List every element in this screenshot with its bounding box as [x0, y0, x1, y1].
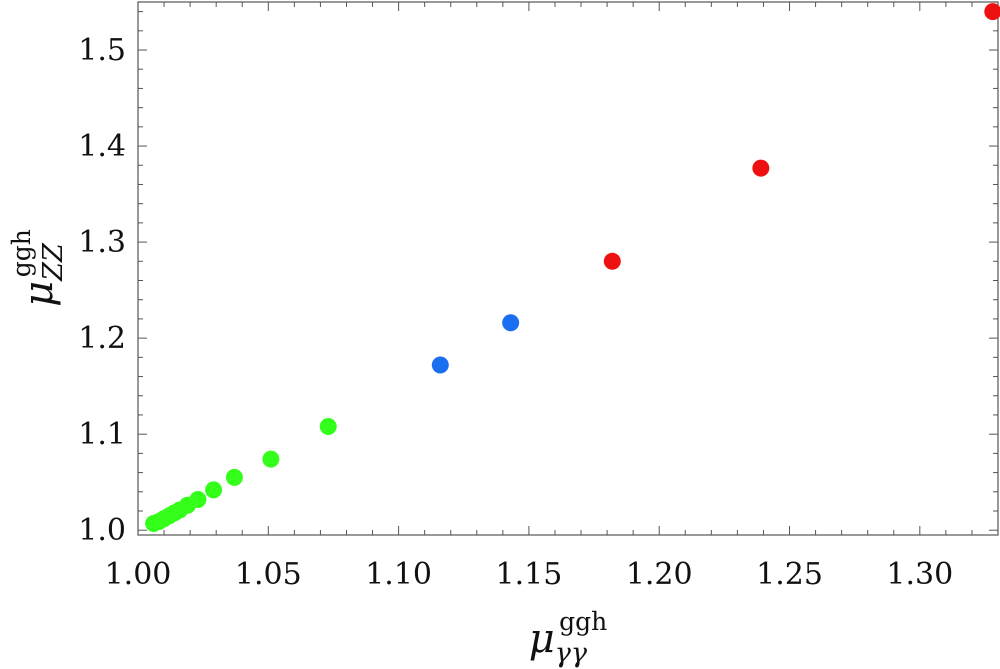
y-tick-label: 1.1 — [78, 417, 126, 452]
data-point — [984, 3, 1000, 21]
data-point — [431, 356, 449, 374]
y-axis-label: μZZggh — [7, 229, 69, 307]
y-tick-labels: 1.0 1.1 1.2 1.3 1.4 1.5 — [78, 33, 126, 548]
data-point — [752, 159, 770, 177]
y-axis-superscript: ggh — [7, 229, 36, 277]
data-point — [319, 417, 337, 435]
x-tick-label: 1.25 — [756, 557, 823, 592]
data-point — [262, 450, 280, 468]
data-point — [502, 314, 520, 332]
x-tick-label: 1.30 — [886, 557, 953, 592]
x-tick-labels: 1.00 1.05 1.10 1.15 1.20 1.25 1.30 — [105, 557, 954, 592]
data-point — [603, 252, 621, 270]
x-tick-label: 1.05 — [235, 557, 302, 592]
data-point — [225, 468, 243, 486]
y-tick-label: 1.0 — [78, 513, 126, 548]
y-axis-subscript: ZZ — [38, 242, 69, 282]
y-tick-label: 1.3 — [78, 225, 126, 260]
x-tick-label: 1.00 — [105, 557, 172, 592]
x-axis-symbol: μ — [529, 616, 555, 662]
y-axis-symbol: μ — [16, 281, 62, 307]
y-tick-label: 1.2 — [78, 321, 126, 356]
data-point — [205, 481, 223, 499]
x-tick-label: 1.15 — [496, 557, 563, 592]
data-points — [145, 3, 1000, 532]
x-axis-label: μγγggh — [529, 607, 607, 669]
y-tick-label: 1.4 — [78, 129, 126, 164]
x-tick-label: 1.10 — [365, 557, 432, 592]
x-tick-label: 1.20 — [626, 557, 693, 592]
x-axis-superscript: ggh — [559, 607, 607, 636]
plot-frame — [137, 1, 999, 536]
x-axis-subscript: γγ — [555, 638, 588, 669]
axis-ticks — [137, 2, 999, 535]
data-point — [189, 490, 207, 508]
y-tick-label: 1.5 — [78, 33, 126, 68]
